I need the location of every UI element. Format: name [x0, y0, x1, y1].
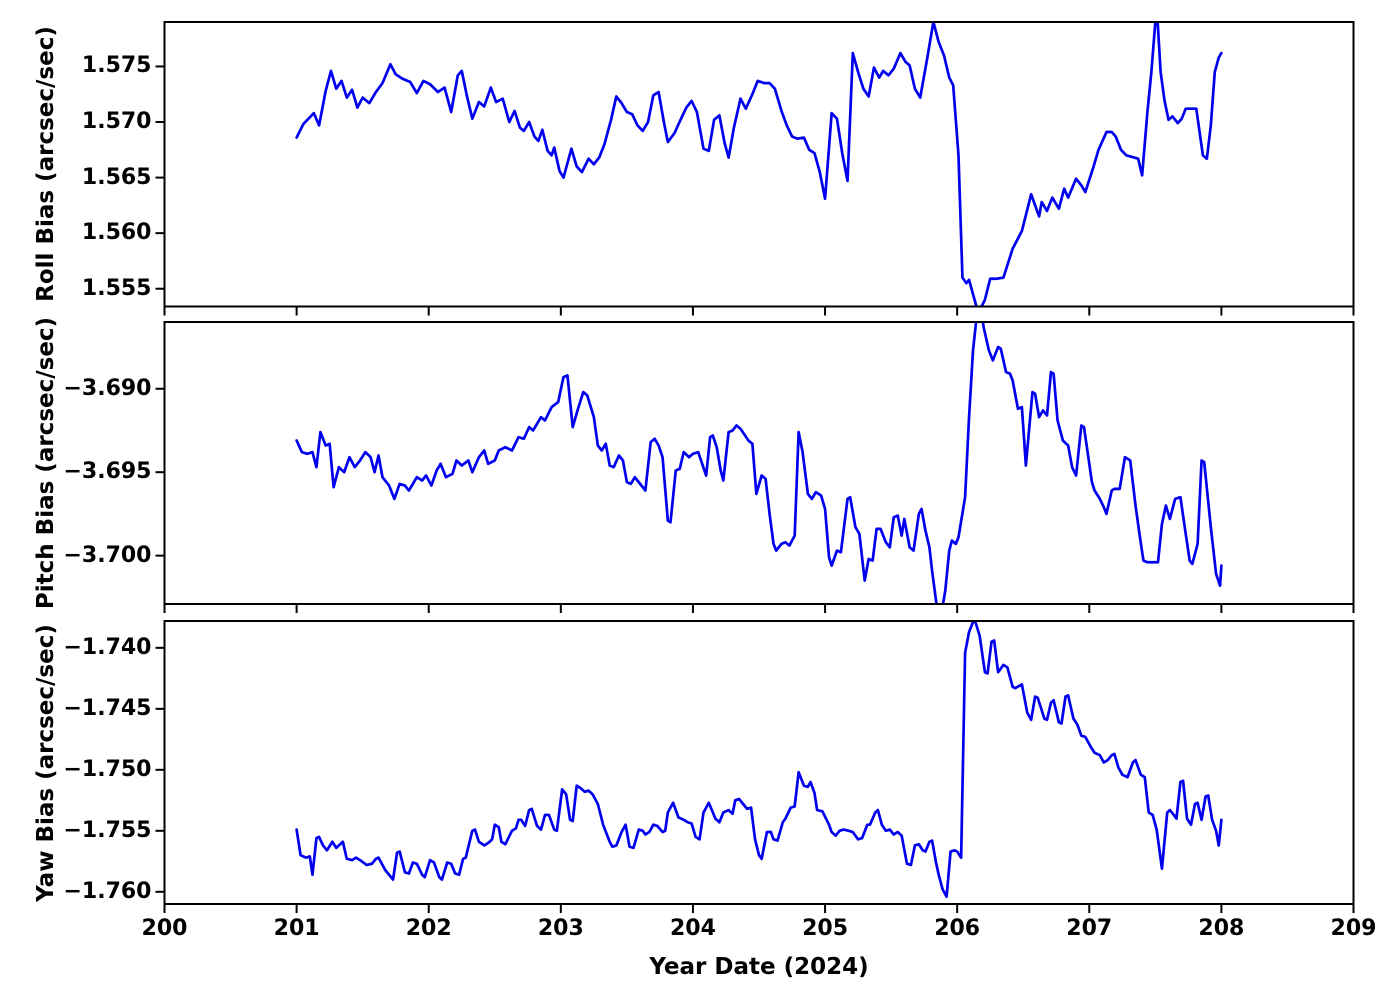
x-tick-label: 208 [1198, 916, 1245, 941]
y-tick-label: −1.740 [63, 634, 152, 660]
yaw-bias-line [295, 621, 1223, 899]
ylabel-roll-bias: Roll Bias (arcsec/sec) [33, 26, 59, 303]
y-tick-label: 1.570 [81, 109, 152, 135]
pitch-bias-line [295, 322, 1223, 604]
x-tick-label: 204 [669, 916, 716, 941]
y-tick-label: −1.750 [63, 756, 152, 782]
axes-frame-2 [163, 620, 1355, 905]
y-ticks-0 [155, 65, 165, 290]
roll-bias-line [295, 22, 1223, 307]
x-tick-label: 209 [1330, 916, 1377, 941]
y-tick-label: 1.555 [81, 275, 152, 301]
y-tick-label: 1.575 [81, 53, 152, 79]
y-tick-label: 1.565 [81, 164, 152, 190]
ylabel-pitch-bias: Pitch Bias (arcsec/sec) [33, 316, 59, 610]
y-ticks-2 [155, 646, 165, 893]
x-ticks-1 [163, 604, 1355, 613]
x-tick-label: 206 [934, 916, 981, 941]
x-ticks-2 [163, 904, 1355, 913]
y-tick-label: −3.690 [63, 375, 152, 401]
ylabel-yaw-bias: Yaw Bias (arcsec/sec) [33, 623, 59, 902]
x-tick-label: 205 [802, 916, 849, 941]
y-tick-label: −1.755 [63, 817, 152, 843]
x-tick-label: 207 [1066, 916, 1113, 941]
xlabel-year-date: Year Date (2024) [649, 954, 869, 980]
x-tick-label: 200 [141, 916, 188, 941]
y-ticks-1 [155, 387, 165, 557]
axes-frame-1 [163, 321, 1355, 605]
x-tick-label: 203 [537, 916, 584, 941]
x-ticks-0 [163, 306, 1355, 316]
y-tick-label: −3.700 [63, 542, 152, 568]
y-tick-label: 1.560 [81, 220, 152, 246]
y-tick-label: −3.695 [63, 459, 152, 485]
y-tick-label: −1.760 [63, 878, 152, 904]
x-tick-label: 202 [405, 916, 452, 941]
axes-frame-0 [163, 21, 1355, 308]
y-tick-label: −1.745 [63, 695, 152, 721]
x-tick-label: 201 [273, 916, 320, 941]
